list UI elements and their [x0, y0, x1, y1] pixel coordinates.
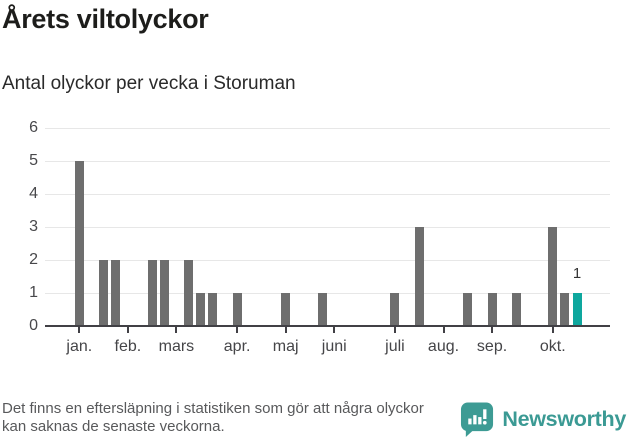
x-axis-label: apr. — [223, 338, 251, 355]
bar — [487, 293, 497, 326]
x-axis-tick — [78, 327, 81, 333]
bar — [232, 293, 242, 326]
x-axis-label: mars — [158, 338, 195, 355]
bar — [196, 293, 206, 326]
bar — [281, 293, 291, 326]
gridline — [45, 193, 610, 195]
newsworthy-logo-icon — [461, 402, 494, 437]
x-axis-tick — [236, 327, 239, 333]
chart-subtitle: Antal olyckor per vecka i Storuman — [2, 73, 296, 94]
x-axis-label: sep. — [476, 338, 508, 355]
bar — [390, 293, 400, 326]
gridline — [45, 292, 610, 294]
x-axis-label: feb. — [114, 338, 142, 355]
y-axis-label: 2 — [29, 251, 38, 268]
x-axis-tick — [126, 327, 129, 333]
bar — [184, 260, 194, 326]
y-axis-label: 1 — [29, 284, 38, 301]
bar — [463, 293, 473, 326]
x-axis-label: juli — [385, 338, 405, 355]
x-axis-line — [45, 325, 610, 327]
bar — [74, 161, 84, 326]
x-axis-label: okt. — [539, 338, 566, 355]
x-axis-label: jan. — [66, 338, 93, 355]
bar — [414, 227, 424, 326]
y-axis-label: 4 — [29, 185, 38, 202]
gridline — [45, 259, 610, 261]
bar — [317, 293, 327, 326]
bar — [511, 293, 521, 326]
bar — [147, 260, 157, 326]
newsworthy-logo: Newsworthy — [460, 401, 626, 438]
x-axis-tick — [284, 327, 287, 333]
footer-disclaimer: Det finns en eftersläpning i statistiken… — [2, 400, 424, 435]
x-axis-label: aug. — [427, 338, 460, 355]
x-axis-tick — [333, 327, 336, 333]
y-axis-label: 3 — [29, 218, 38, 235]
bar — [548, 227, 558, 326]
x-axis-tick — [442, 327, 445, 333]
x-axis-tick — [551, 327, 554, 333]
page-title: Årets viltolyckor — [2, 4, 209, 34]
bar — [99, 260, 109, 326]
bar — [111, 260, 121, 326]
bar — [159, 260, 169, 326]
newsworthy-logo-text: Newsworthy — [502, 407, 626, 431]
bar — [208, 293, 218, 326]
x-axis-tick — [393, 327, 396, 333]
y-axis-label: 6 — [29, 119, 38, 136]
x-axis-label: maj — [272, 338, 299, 355]
gridline — [45, 226, 610, 228]
y-axis-label: 5 — [29, 152, 38, 169]
gridline — [45, 127, 610, 129]
gridline — [45, 160, 610, 162]
highlight-bar — [572, 293, 582, 326]
y-axis-label: 0 — [29, 317, 38, 334]
bar-value-label: 1 — [572, 265, 582, 282]
x-axis-tick — [491, 327, 494, 333]
x-axis-tick — [175, 327, 178, 333]
x-axis-label: juni — [321, 338, 347, 355]
bar — [560, 293, 570, 326]
